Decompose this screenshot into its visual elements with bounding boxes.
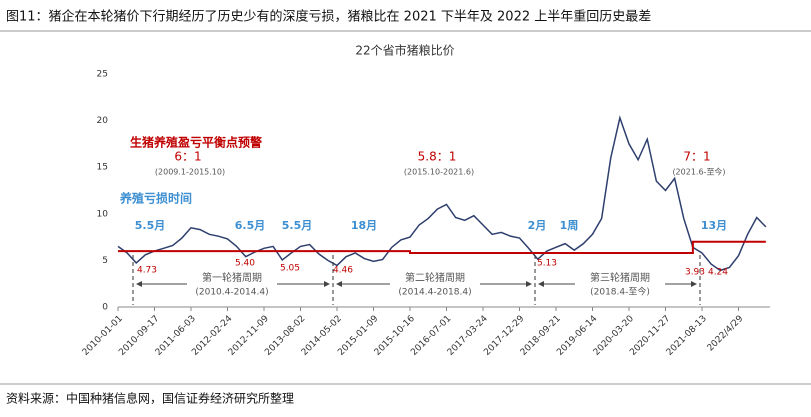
min-label: 5.05 — [280, 264, 300, 274]
series-line — [118, 240, 766, 254]
loss-duration: 1周 — [560, 219, 579, 232]
y-tick-label: 20 — [97, 116, 109, 126]
ratio-label: 7：1 — [683, 150, 710, 164]
y-tick-label: 5 — [102, 256, 108, 266]
cycle-name: 第二轮猪周期 — [405, 271, 465, 284]
cycle-name: 第一轮猪周期 — [202, 271, 262, 284]
ratio-period: (2009.1-2015.10) — [155, 168, 225, 177]
ratio-period: (2015.10-2021.6) — [404, 168, 474, 177]
min-label: 4.73 — [137, 266, 157, 276]
y-tick-label: 15 — [97, 163, 108, 173]
min-label: 5.40 — [235, 259, 255, 269]
loss-title: 养殖亏损时间 — [119, 191, 192, 206]
min-label: 4.24 — [708, 268, 728, 278]
loss-duration: 2月 — [528, 219, 547, 232]
y-tick-label: 0 — [102, 303, 108, 313]
source-note: 资料来源：中国种猪信息网，国信证券经济研究所整理 — [6, 391, 294, 406]
ratio-period: (2021.6-至今) — [672, 167, 725, 177]
loss-duration: 18月 — [351, 219, 377, 232]
loss-duration: 5.5月 — [282, 219, 313, 232]
x-tick-label: 2022/4/29 — [706, 314, 746, 354]
loss-duration: 6.5月 — [235, 219, 266, 232]
min-label: 5.13 — [537, 259, 557, 269]
loss-duration: 5.5月 — [135, 219, 166, 232]
cycle-name: 第三轮猪周期 — [590, 271, 650, 284]
cycle-period: (2014.4-2018.4) — [398, 288, 471, 298]
legend-label: 生猪养殖盈亏平衡点预警 — [130, 135, 262, 150]
min-label: 4.46 — [333, 266, 353, 276]
chart-title: 22个省市猪粮比价 — [355, 43, 454, 58]
series-line — [117, 115, 767, 272]
cycle-period: (2010.4-2014.4) — [195, 288, 268, 298]
cycle-period: (2018.4-至今) — [590, 286, 650, 298]
ratio-label: 5.8：1 — [418, 150, 457, 164]
y-tick-label: 10 — [97, 209, 109, 219]
y-tick-label: 25 — [97, 70, 108, 80]
loss-duration: 13月 — [701, 219, 727, 232]
ratio-label: 6：1 — [174, 150, 201, 164]
page-title: 图11：猪企在本轮猪价下行期经历了历史少有的深度亏损，猪粮比在 2021 下半年… — [6, 9, 651, 25]
min-label: 3.93 — [685, 268, 705, 278]
